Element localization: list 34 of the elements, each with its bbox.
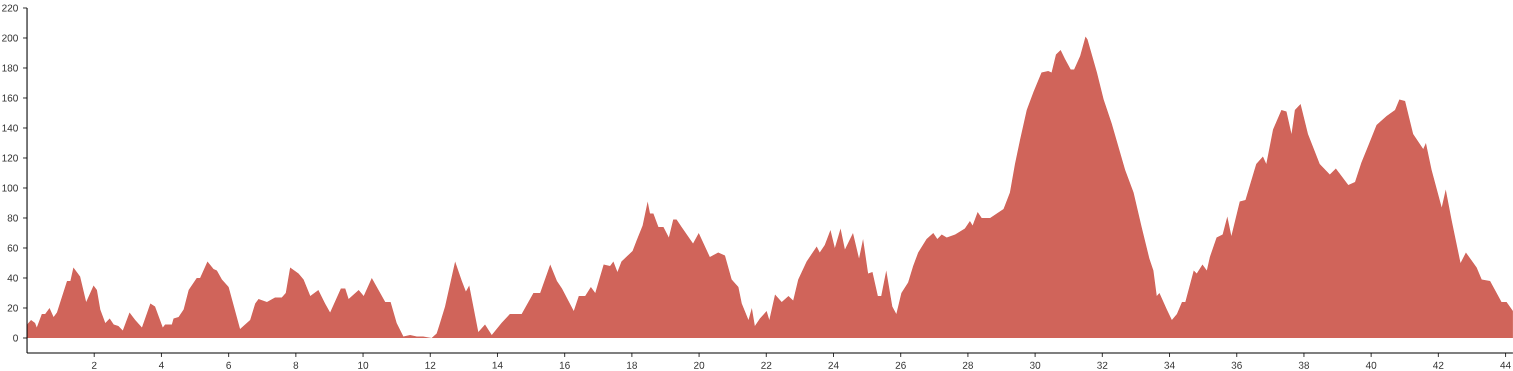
x-tick-label: 24 (828, 361, 839, 369)
x-tick-label: 2 (91, 361, 97, 369)
y-tick-label: 120 (2, 154, 18, 162)
x-tick-label: 16 (559, 361, 570, 369)
x-tick-label: 34 (1164, 361, 1175, 369)
x-tick-label: 14 (492, 361, 503, 369)
x-tick-label: 8 (293, 361, 299, 369)
y-tick-label: 160 (2, 94, 18, 102)
y-tick-label: 40 (7, 274, 18, 282)
x-tick-label: 20 (694, 361, 705, 369)
x-tick-label: 4 (158, 361, 164, 369)
x-tick-label: 26 (895, 361, 906, 369)
y-tick-label: 80 (7, 214, 18, 222)
x-tick-label: 42 (1433, 361, 1444, 369)
y-tick-label: 200 (2, 34, 18, 42)
y-tick-label: 20 (7, 304, 18, 312)
y-tick-label: 60 (7, 244, 18, 252)
x-tick-label: 32 (1097, 361, 1108, 369)
x-tick-label: 40 (1365, 361, 1377, 369)
x-tick-label: 36 (1231, 361, 1242, 369)
y-tick-label: 140 (2, 124, 18, 132)
y-tick-label: 180 (2, 64, 18, 72)
x-tick-label: 44 (1500, 361, 1511, 369)
x-tick-label: 6 (226, 361, 231, 369)
x-tick-label: 28 (962, 361, 974, 369)
y-tick-label: 0 (13, 334, 18, 342)
x-tick-label: 38 (1298, 361, 1310, 369)
y-tick-label: 220 (2, 4, 18, 12)
x-tick-label: 12 (425, 361, 436, 369)
x-tick-label: 22 (761, 361, 772, 369)
x-tick-label: 30 (1029, 361, 1041, 369)
y-tick-label: 100 (2, 184, 18, 192)
x-tick-label: 18 (627, 361, 637, 369)
x-tick-label: 10 (358, 361, 369, 369)
